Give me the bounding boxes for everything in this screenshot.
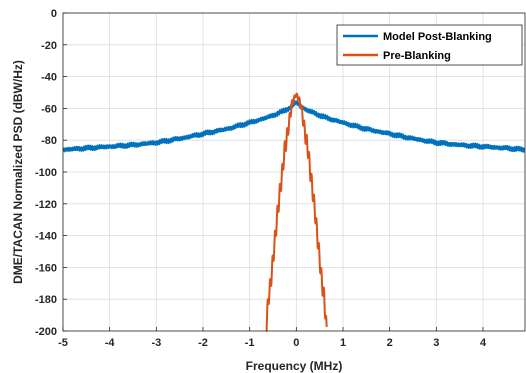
y-tick-label: -140	[35, 231, 57, 243]
y-tick-label: 0	[51, 8, 57, 20]
x-tick-label: 2	[387, 337, 393, 349]
y-tick-label: -60	[41, 103, 57, 115]
series-model-post-blanking	[62, 100, 526, 153]
y-tick-label: -120	[35, 199, 57, 211]
x-tick-label: -5	[58, 337, 68, 349]
legend-label-pre-blanking: Pre-Blanking	[383, 50, 451, 62]
y-axis-title: DME/TACAN Normalized PSD (dBW/Hz)	[11, 60, 25, 284]
series-layer	[62, 92, 526, 332]
y-tick-label: -100	[35, 167, 57, 179]
x-tick-label: 1	[340, 337, 346, 349]
x-tick-label: -1	[245, 337, 255, 349]
legend-label-post-blanking: Model Post-Blanking	[383, 31, 492, 43]
series-pre-blanking	[265, 92, 328, 332]
y-tick-label: -40	[41, 72, 57, 84]
x-tick-label: 4	[480, 337, 487, 349]
x-tick-label: -2	[198, 337, 208, 349]
y-tick-label: -180	[35, 294, 57, 306]
x-tick-label: -3	[151, 337, 161, 349]
x-axis-title: Frequency (MHz)	[246, 359, 343, 373]
y-tick-label: -200	[35, 326, 57, 338]
legend-box	[336, 24, 523, 66]
legend: Model Post-Blanking Pre-Blanking	[336, 24, 523, 66]
y-tick-label: -20	[41, 40, 57, 52]
x-tick-label: -4	[105, 337, 116, 349]
tick-labels: -5 -4 -3 -2 -1 0 1 2 3 4 0 -20 -40 -60 -80 -100 -120 -140…	[35, 8, 487, 349]
x-tick-label: 0	[293, 337, 299, 349]
y-tick-label: -80	[41, 135, 57, 147]
y-tick-label: -160	[35, 262, 57, 274]
x-tick-label: 3	[433, 337, 439, 349]
